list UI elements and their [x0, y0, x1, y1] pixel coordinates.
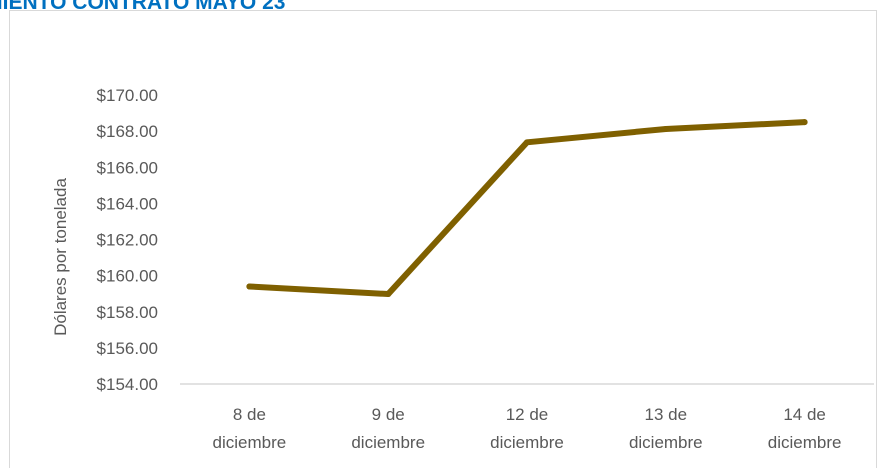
y-axis-tick-labels: $154.00 $156.00 $158.00 $160.00 $162.00 $164.… [97, 86, 158, 394]
data-point [246, 283, 253, 290]
y-tick-label: $168.00 [97, 122, 158, 141]
y-axis-title: Dólares por tonelada [51, 178, 70, 336]
data-point [385, 291, 392, 298]
x-tick-label: 9 de diciembre [351, 405, 425, 452]
chart-title: AMIENTO CONTRATO MAYO 23 [0, 0, 286, 14]
series-line [246, 119, 808, 298]
y-tick-label: $164.00 [97, 194, 158, 213]
y-tick-label: $154.00 [97, 375, 158, 394]
y-tick-label: $160.00 [97, 267, 158, 286]
y-tick-label: $156.00 [97, 339, 158, 358]
chart-area [9, 10, 877, 468]
data-point [662, 125, 669, 132]
data-point [524, 139, 530, 146]
y-tick-label: $166.00 [97, 158, 158, 177]
x-tick-label: 13 de diciembre [629, 405, 703, 452]
x-tick-label: 12 de diciembre [490, 405, 564, 452]
x-tick-label: 8 de diciembre [213, 405, 287, 452]
series-points [246, 119, 808, 298]
y-tick-label: $162.00 [97, 231, 158, 250]
y-tick-label: $158.00 [97, 303, 158, 322]
x-tick-label: 14 de diciembre [768, 405, 842, 452]
y-tick-label: $170.00 [97, 86, 158, 105]
x-axis-tick-labels: 8 de diciembre 9 de diciembre 12 de diciembre… [213, 405, 842, 452]
data-point [801, 119, 808, 126]
